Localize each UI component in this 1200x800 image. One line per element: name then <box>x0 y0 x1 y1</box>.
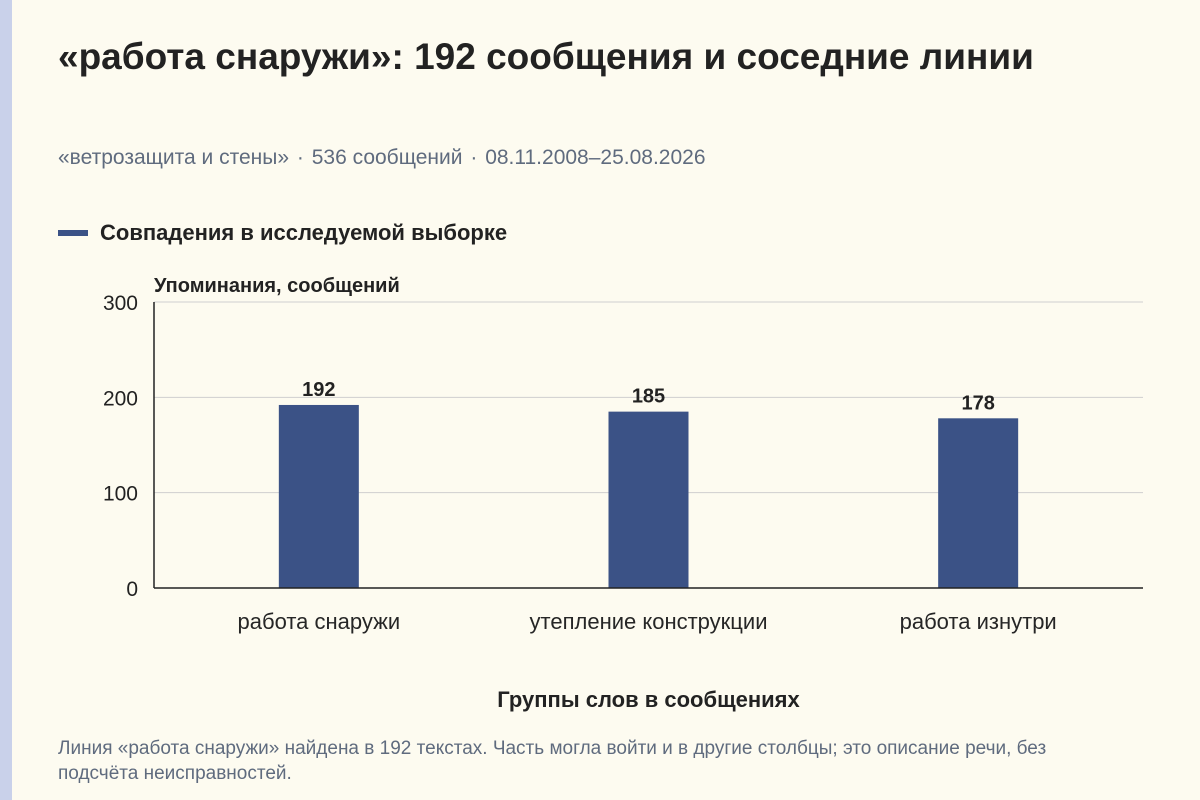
chart-legend: Совпадения в исследуемой выборке <box>58 219 507 247</box>
y-axis-title: Упоминания, сообщений <box>154 275 400 297</box>
bar-chart: 0 100 200 300 192 работа снаружи 185 утепление … <box>103 275 1143 712</box>
subtitle-date-range: 08.11.2008–25.08.2026 <box>485 146 706 169</box>
x-axis-title: Группы слов в сообщениях <box>497 687 800 712</box>
subtitle-message-count: 536 сообщений <box>311 146 463 169</box>
footnote: Линия «работа снаружи» найдена в 192 тек… <box>58 738 1047 784</box>
y-tick-label: 0 <box>126 578 138 601</box>
left-accent-strip <box>0 0 12 800</box>
chart-subtitle: «ветрозащита и стены» · 536 сообщений · … <box>58 146 706 170</box>
legend-swatch <box>58 230 88 236</box>
legend-label: Совпадения в исследуемой выборке <box>100 220 508 245</box>
x-category-label: работа изнутри <box>900 609 1057 634</box>
x-category-label: работа снаружи <box>238 609 401 634</box>
subtitle-topic: «ветрозащита и стены» <box>58 146 290 169</box>
bar <box>608 411 689 588</box>
labels: 0 100 200 300 192 работа снаружи 185 утепление … <box>103 275 1057 712</box>
bars <box>278 404 1019 588</box>
bar <box>938 418 1019 588</box>
y-tick-label: 100 <box>103 483 138 506</box>
chart-title: «работа снаружи»: 192 сообщения и соседн… <box>58 36 1034 77</box>
x-category-label: утепление конструкции <box>530 609 768 634</box>
subtitle-separator: · <box>296 146 304 169</box>
axes <box>153 302 1143 589</box>
bar-value-label: 178 <box>961 392 994 414</box>
bar <box>278 404 359 588</box>
y-tick-label: 200 <box>103 387 138 410</box>
y-tick-label: 300 <box>103 292 138 315</box>
bar-value-label: 192 <box>302 379 335 401</box>
subtitle-separator: · <box>470 146 478 169</box>
bar-value-label: 185 <box>632 386 665 408</box>
